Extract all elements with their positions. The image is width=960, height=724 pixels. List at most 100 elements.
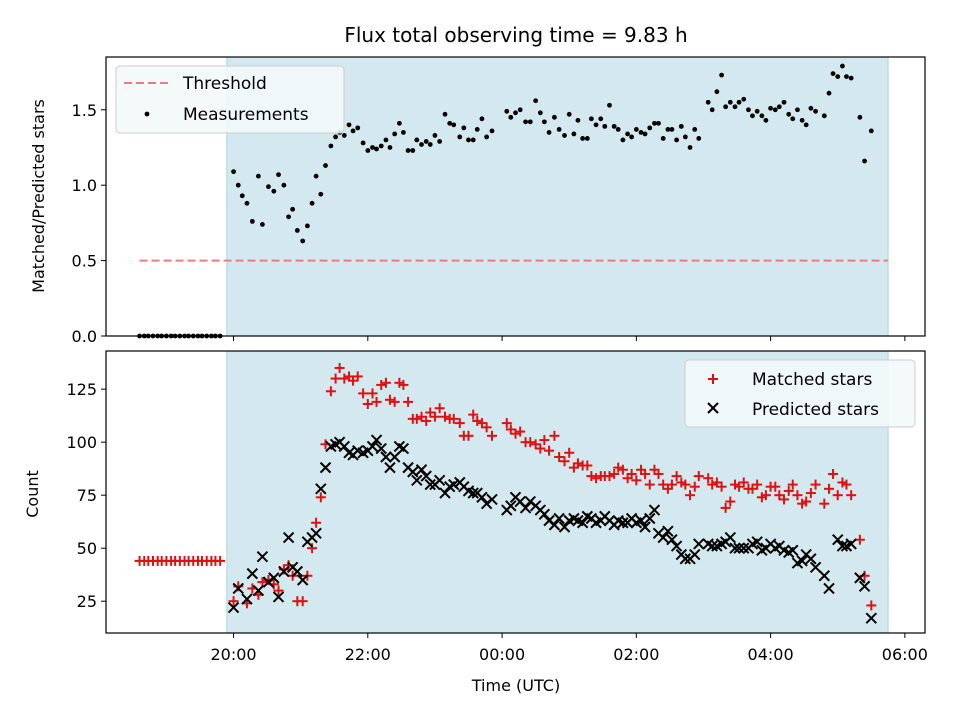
predicted-star-point bbox=[738, 542, 750, 554]
measurement-point bbox=[442, 111, 448, 117]
predicted-star-point bbox=[724, 531, 737, 544]
measurement-point bbox=[350, 128, 356, 134]
bottom-legend-box bbox=[684, 359, 916, 428]
matched-star-point bbox=[609, 468, 620, 479]
measurement-point bbox=[660, 136, 666, 141]
measurements-legend-label: Measurements bbox=[183, 105, 309, 125]
measurement-point bbox=[383, 137, 389, 143]
measurement-point bbox=[266, 184, 271, 190]
matched-star-point bbox=[440, 411, 451, 422]
matched-star-point bbox=[760, 490, 771, 501]
predicted-star-point bbox=[657, 531, 669, 544]
measurement-point bbox=[276, 172, 281, 178]
measurement-point bbox=[484, 134, 490, 140]
measurement-point bbox=[231, 169, 236, 175]
predicted-star-point bbox=[519, 502, 532, 514]
matched-star-point bbox=[367, 388, 378, 399]
measurement-point bbox=[513, 110, 518, 116]
measurement-point bbox=[835, 74, 841, 80]
matched-star-point bbox=[693, 471, 704, 482]
measurement-point bbox=[360, 140, 366, 146]
predicted-star-point bbox=[268, 572, 280, 584]
matched-star-point bbox=[463, 430, 474, 441]
matched-star-point bbox=[707, 479, 718, 490]
matched-star-point bbox=[325, 386, 336, 397]
measurement-point bbox=[741, 96, 747, 102]
ratio-panel: 0.0 0.5 1.0 1.5 Matched/Predicted stars Thr… bbox=[29, 56, 926, 346]
predicted-star-point bbox=[538, 508, 551, 520]
measurement-point bbox=[709, 107, 715, 113]
measurement-point bbox=[365, 148, 371, 153]
measurement-point bbox=[723, 104, 729, 110]
matched-star-point bbox=[403, 396, 414, 407]
matched-legend-swatch bbox=[708, 374, 718, 384]
measurement-point bbox=[466, 137, 471, 143]
measurement-point bbox=[546, 130, 552, 135]
measurement-point bbox=[611, 123, 617, 129]
measurement-point bbox=[786, 111, 792, 117]
measurement-point bbox=[727, 99, 733, 105]
predicted-star-point bbox=[662, 525, 674, 537]
measurement-point bbox=[868, 128, 874, 134]
measurement-point bbox=[489, 128, 495, 134]
measurement-point bbox=[746, 107, 751, 113]
matched-star-point bbox=[819, 498, 830, 509]
measurement-point bbox=[821, 113, 827, 119]
predicted-star-point bbox=[832, 533, 844, 546]
measurement-point bbox=[281, 182, 287, 188]
predicted-star-point bbox=[407, 466, 419, 478]
x-tick-label: 00:00 bbox=[479, 645, 525, 664]
predicted-star-point bbox=[644, 512, 656, 525]
matched-star-point bbox=[716, 481, 727, 492]
measurement-point bbox=[615, 126, 621, 132]
measurement-point bbox=[290, 206, 296, 212]
matched-star-point bbox=[525, 437, 536, 448]
x-tick-label: 22:00 bbox=[345, 645, 391, 664]
measurement-point bbox=[461, 125, 467, 131]
matched-star-point bbox=[828, 468, 839, 479]
measurement-point bbox=[750, 113, 755, 119]
measurement-point bbox=[776, 104, 782, 110]
matched-star-point bbox=[283, 560, 294, 571]
measurements-legend-swatch bbox=[144, 111, 150, 117]
matched-star-point bbox=[846, 490, 857, 501]
measurement-point bbox=[844, 74, 849, 80]
predicted-star-point bbox=[635, 514, 647, 527]
measurement-point bbox=[508, 114, 514, 120]
predicted-star-point bbox=[706, 540, 718, 552]
matched-star-point bbox=[582, 460, 593, 471]
predicted-star-point bbox=[679, 553, 692, 565]
predicted-star-point bbox=[411, 474, 423, 487]
matched-star-point bbox=[358, 388, 369, 399]
measurement-point bbox=[678, 123, 684, 129]
measurement-point bbox=[714, 89, 720, 95]
top-legend: Threshold Measurements bbox=[115, 65, 345, 134]
matched-star-point bbox=[362, 399, 373, 410]
measurement-point bbox=[414, 137, 420, 143]
measurement-point bbox=[479, 116, 485, 122]
predicted-star-point bbox=[338, 440, 351, 453]
predicted-star-point bbox=[751, 536, 763, 548]
measurement-point bbox=[437, 139, 443, 144]
matched-star-point bbox=[389, 396, 400, 407]
measurement-point bbox=[682, 134, 688, 140]
measurement-point bbox=[333, 134, 338, 140]
predicted-star-point bbox=[617, 517, 629, 529]
measurement-point bbox=[396, 120, 402, 126]
matched-star-point bbox=[297, 596, 308, 607]
matched-star-point bbox=[398, 379, 409, 390]
measurement-point bbox=[374, 146, 379, 152]
measurement-point bbox=[607, 102, 612, 108]
matched-star-point bbox=[481, 422, 492, 433]
measurement-point bbox=[271, 188, 277, 194]
measurement-point bbox=[808, 105, 814, 111]
measurement-point bbox=[768, 105, 773, 111]
matched-star-point bbox=[434, 403, 445, 414]
predicted-star-point bbox=[310, 527, 322, 540]
predicted-star-point bbox=[278, 565, 290, 578]
count-panel: 25 50 75 100 125 20:00 22:00 00:00 02:00 04:00 06… bbox=[23, 350, 928, 695]
measurement-point bbox=[346, 122, 352, 128]
predicted-star-point bbox=[291, 565, 304, 578]
matched-star-point bbox=[591, 473, 602, 484]
matched-star-point bbox=[421, 415, 432, 426]
